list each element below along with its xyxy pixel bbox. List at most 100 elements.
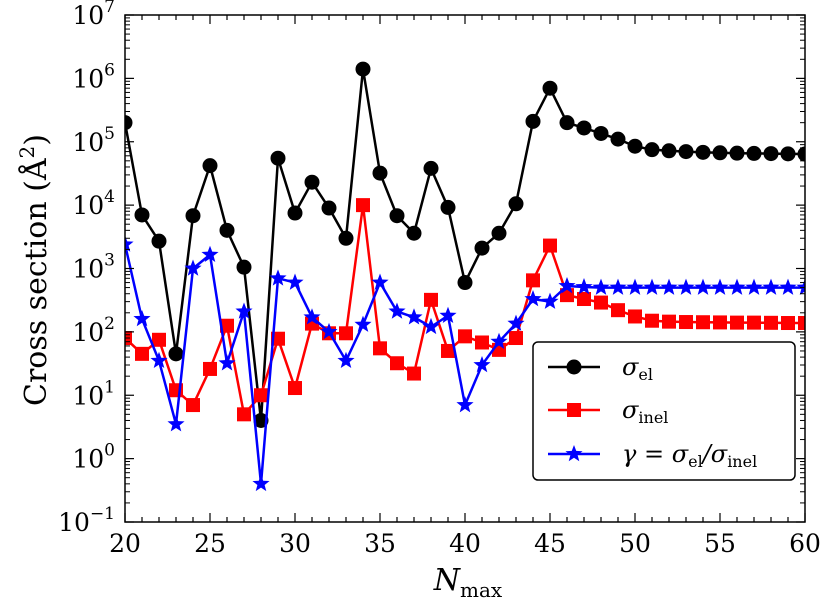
data-point-0-21	[474, 240, 490, 256]
data-point-2-3	[167, 415, 185, 432]
legend-entry-sigma-el: σel	[548, 353, 653, 384]
data-point-1-5	[203, 361, 217, 376]
x-tick-label: 25	[194, 529, 226, 558]
data-point-2-20	[456, 396, 474, 413]
data-point-0-31	[644, 142, 660, 158]
data-point-1-10	[288, 381, 302, 396]
y-axis-label-sup: 2	[15, 146, 39, 159]
data-point-0-18	[423, 160, 439, 176]
data-point-1-38	[764, 315, 778, 330]
data-point-0-6	[219, 222, 235, 238]
data-point-0-11	[304, 174, 320, 190]
x-tick-label: 60	[789, 529, 821, 558]
y-tick-label: 101	[72, 377, 115, 410]
data-point-2-27	[575, 278, 593, 295]
data-point-1-14	[356, 198, 370, 213]
data-point-2-29	[609, 278, 627, 295]
data-point-1-39	[781, 316, 795, 331]
y-tick-label: 100	[72, 441, 115, 474]
data-point-0-29	[610, 131, 626, 147]
data-point-0-20	[457, 275, 473, 291]
data-point-0-4	[185, 208, 201, 224]
data-point-0-35	[712, 145, 728, 161]
y-tick-label: 103	[72, 251, 115, 284]
data-point-0-34	[695, 144, 711, 160]
data-point-1-1	[135, 346, 149, 361]
data-point-1-37	[747, 315, 761, 330]
data-point-0-38	[763, 146, 779, 162]
x-tick-label: 40	[449, 529, 481, 558]
data-point-0-15	[372, 165, 388, 181]
data-point-0-2	[151, 233, 167, 249]
data-point-1-21	[475, 335, 489, 350]
data-point-2-26	[558, 276, 576, 294]
data-point-1-6	[220, 318, 234, 333]
data-point-2-9	[269, 269, 287, 286]
data-point-2-38	[762, 278, 780, 295]
data-point-1-29	[611, 303, 625, 318]
data-point-1-15	[373, 341, 387, 356]
data-point-1-30	[628, 309, 642, 324]
data-point-1-34	[696, 315, 710, 330]
data-point-2-16	[388, 302, 406, 319]
axes: 20 25 30 35 40 45 50 55 60 10−1 100 101 102 103 104 105…	[58, 0, 821, 558]
data-point-0-14	[355, 61, 371, 77]
data-point-2-21	[473, 356, 491, 373]
data-point-1-25	[543, 238, 557, 253]
data-point-0-26	[559, 115, 575, 131]
y-axis-label: Cross section (Å2)	[15, 134, 54, 406]
data-point-2-24	[524, 290, 542, 307]
legend-entry-gamma: γ = σel/σinel	[548, 440, 757, 471]
data-point-2-8	[252, 474, 270, 492]
data-point-1-8	[254, 388, 268, 403]
data-point-0-33	[678, 144, 694, 160]
data-point-0-37	[746, 145, 762, 161]
x-tick-label: 50	[619, 529, 651, 558]
data-point-1-2	[152, 332, 166, 347]
data-point-2-15	[371, 273, 389, 290]
data-point-0-23	[508, 196, 524, 212]
data-point-1-33	[679, 315, 693, 330]
legend-label-sigma-inel: σinel	[622, 396, 668, 427]
data-point-1-18	[424, 292, 438, 307]
y-tick-label: 10−1	[58, 504, 115, 537]
data-point-1-36	[730, 315, 744, 330]
data-point-2-39	[779, 278, 797, 295]
legend: σel σinel γ = σel/σinel	[532, 341, 796, 481]
data-point-0-13	[338, 230, 354, 246]
data-point-1-23	[509, 331, 523, 346]
data-point-0-17	[406, 225, 422, 241]
data-point-2-33	[677, 278, 695, 295]
data-point-2-18	[422, 317, 440, 335]
data-point-1-32	[662, 314, 676, 329]
data-point-0-24	[525, 113, 541, 129]
data-point-0-7	[236, 259, 252, 275]
series-0	[125, 61, 805, 428]
data-point-2-10	[286, 273, 304, 290]
data-point-1-13	[339, 326, 353, 341]
data-point-2-13	[337, 351, 355, 369]
y-tick-label: 105	[72, 124, 115, 157]
data-point-2-11	[303, 308, 321, 325]
legend-label-gamma: γ = σel/σinel	[622, 440, 757, 471]
data-point-0-10	[287, 205, 303, 221]
data-point-1-28	[594, 295, 608, 310]
y-tick-label: 107	[72, 0, 115, 30]
y-tick-label: 104	[72, 187, 115, 220]
x-tick-label: 30	[279, 529, 311, 558]
data-point-2-6	[218, 354, 236, 371]
x-tick-label: 45	[534, 529, 566, 558]
data-point-2-23	[507, 314, 525, 331]
data-point-2-31	[643, 278, 661, 295]
data-point-2-2	[150, 351, 168, 369]
data-point-2-5	[201, 245, 219, 262]
data-point-2-40	[796, 278, 805, 295]
data-point-2-36	[728, 278, 746, 295]
data-point-0-40	[797, 146, 805, 162]
data-point-2-30	[626, 278, 644, 295]
data-point-0-22	[491, 225, 507, 241]
series-2	[125, 235, 805, 492]
data-point-0-39	[780, 146, 796, 162]
x-axis-label: Nmax	[433, 563, 503, 602]
legend-entry-sigma-inel: σinel	[548, 396, 668, 427]
